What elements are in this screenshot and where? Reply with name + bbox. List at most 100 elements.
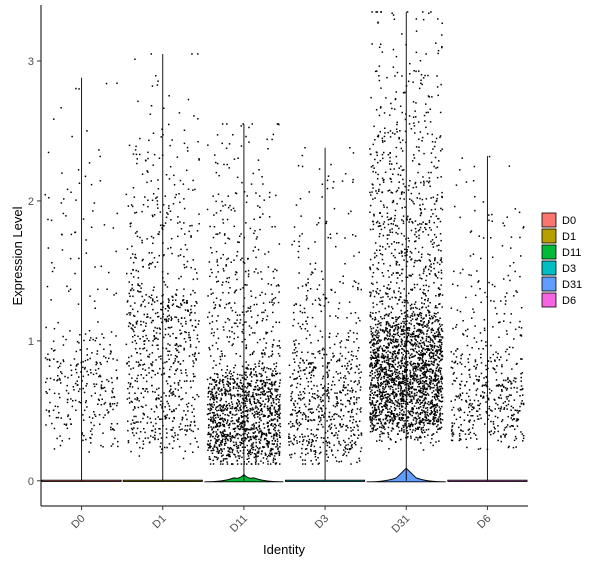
data-point [322,405,325,407]
data-point [263,390,265,393]
data-point [431,411,433,414]
data-point [242,433,244,435]
data-point [359,408,361,411]
data-point [269,390,272,393]
data-point [306,316,309,319]
data-point [156,388,158,391]
data-point [392,357,394,360]
data-point [256,410,258,413]
data-point [191,404,193,407]
data-point [292,443,295,446]
data-point [438,357,441,359]
data-point [219,431,222,433]
data-point [336,413,338,416]
data-point [346,399,349,402]
data-point [432,433,435,435]
data-point [131,328,133,330]
data-point [389,398,391,401]
data-point [132,276,135,278]
data-point [345,444,347,447]
data-point [266,381,268,384]
data-point [293,358,295,360]
data-point [321,410,323,412]
data-point [93,424,95,427]
data-point [398,402,401,405]
data-point [236,176,239,179]
data-point [221,123,224,125]
data-point [328,397,330,400]
data-point [422,323,424,326]
data-point [288,437,290,439]
data-point [169,166,172,168]
data-point [386,76,388,79]
data-point [255,238,258,240]
data-point [383,345,385,347]
data-point [243,373,246,375]
data-point [267,463,269,465]
data-point [378,393,381,395]
data-point [398,138,400,140]
data-point [110,350,112,352]
data-point [393,404,396,406]
data-point [253,415,255,417]
data-point [148,353,151,356]
data-point [358,372,360,374]
data-point [321,183,324,185]
data-point [172,420,174,422]
data-point [394,373,397,375]
data-point [132,422,135,424]
data-point [437,370,439,372]
data-point [179,344,181,347]
data-point [168,395,171,397]
data-point [219,423,221,425]
data-point [215,380,218,382]
data-point [374,409,376,412]
data-point [267,445,269,447]
data-point [291,423,294,425]
data-point [354,441,357,443]
data-point [302,440,304,443]
data-point [273,423,276,426]
data-point [276,419,279,421]
data-point [158,387,160,389]
data-point [146,170,148,172]
data-point [422,429,425,431]
data-point [342,389,344,392]
data-point [345,386,347,389]
data-point [233,291,236,294]
data-point [431,406,433,408]
data-point [406,260,409,263]
data-point [217,315,219,317]
data-point [220,409,222,412]
data-point [192,259,194,261]
data-point [132,187,135,189]
data-point [429,381,431,383]
data-point [70,398,72,400]
data-point [271,413,273,415]
data-point [224,442,226,445]
data-point [75,199,77,201]
data-point [297,370,299,373]
data-point [300,378,302,380]
data-point [377,376,380,378]
data-point [379,212,381,214]
data-point [353,280,356,282]
data-point [226,404,229,406]
data-point [414,336,417,338]
data-point [53,392,56,395]
data-point [279,347,281,349]
data-point [389,374,391,376]
data-point [260,391,262,393]
data-point [240,382,243,384]
data-point [181,419,183,421]
data-point [293,318,295,321]
data-point [210,439,212,442]
data-point [159,367,161,370]
data-point [255,394,258,396]
data-point [225,436,227,438]
data-point [152,193,155,195]
data-point [213,301,215,304]
data-point [267,429,270,431]
data-point [229,412,232,414]
data-point [401,333,403,336]
